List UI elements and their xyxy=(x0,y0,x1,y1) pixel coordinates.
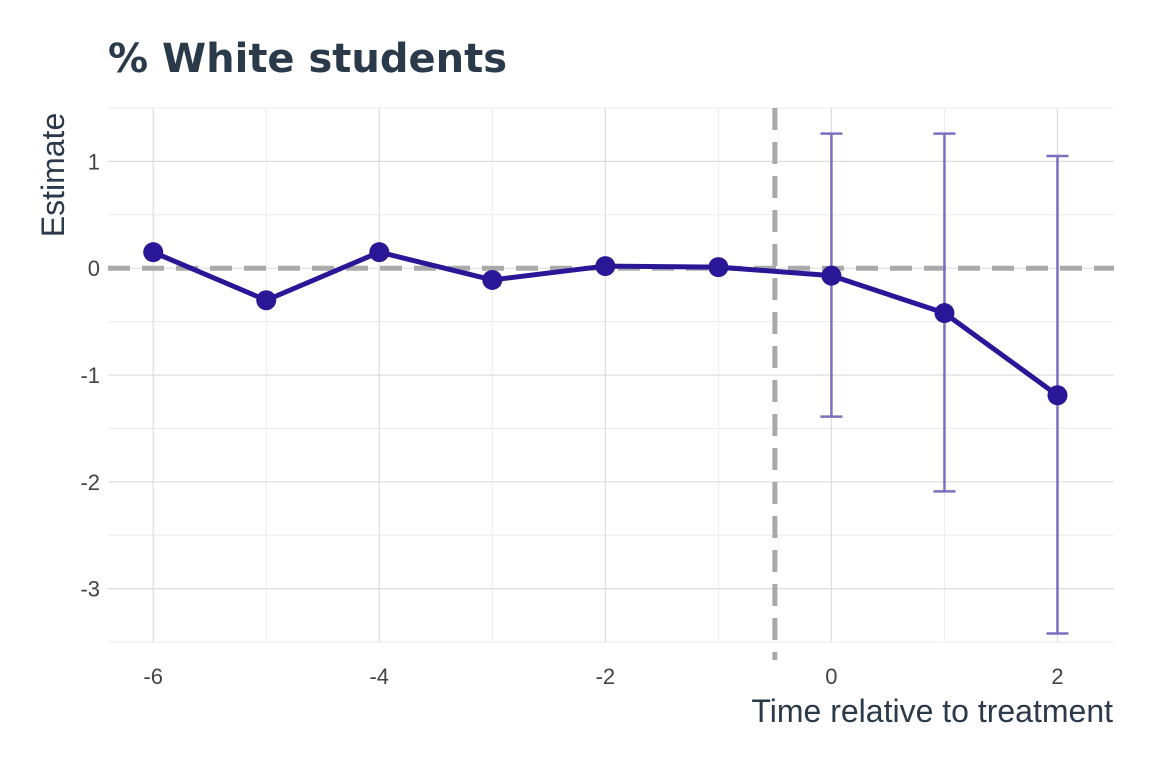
estimate-point xyxy=(369,242,390,263)
x-axis-ticks: -6 -4 -2 0 2 xyxy=(143,664,1063,689)
series-line xyxy=(143,242,1068,406)
estimate-point xyxy=(708,257,729,278)
estimate-point xyxy=(595,256,616,277)
estimate-point xyxy=(256,290,277,311)
estimate-point xyxy=(821,265,842,286)
y-axis-ticks: 1 0 -1 -2 -3 xyxy=(80,149,100,601)
y-tick-label: 1 xyxy=(88,149,100,174)
x-tick-label: 0 xyxy=(825,664,837,689)
estimate-point xyxy=(143,242,164,263)
x-axis-label: Time relative to treatment xyxy=(751,693,1113,729)
y-tick-label: -2 xyxy=(80,470,100,495)
y-axis-label: Estimate xyxy=(35,113,71,237)
x-tick-label: -2 xyxy=(596,664,616,689)
x-tick-label: 2 xyxy=(1051,664,1063,689)
reference-lines xyxy=(108,108,1114,660)
y-tick-label: 0 xyxy=(88,256,100,281)
estimate-point xyxy=(482,269,503,290)
y-tick-label: -3 xyxy=(80,577,100,602)
estimate-point xyxy=(934,303,955,324)
estimate-point xyxy=(1047,385,1068,406)
chart-title: % White students xyxy=(108,36,507,82)
y-tick-label: -1 xyxy=(80,363,100,388)
x-tick-label: -6 xyxy=(143,664,163,689)
x-tick-label: -4 xyxy=(369,664,389,689)
grid-lines xyxy=(108,107,1114,643)
